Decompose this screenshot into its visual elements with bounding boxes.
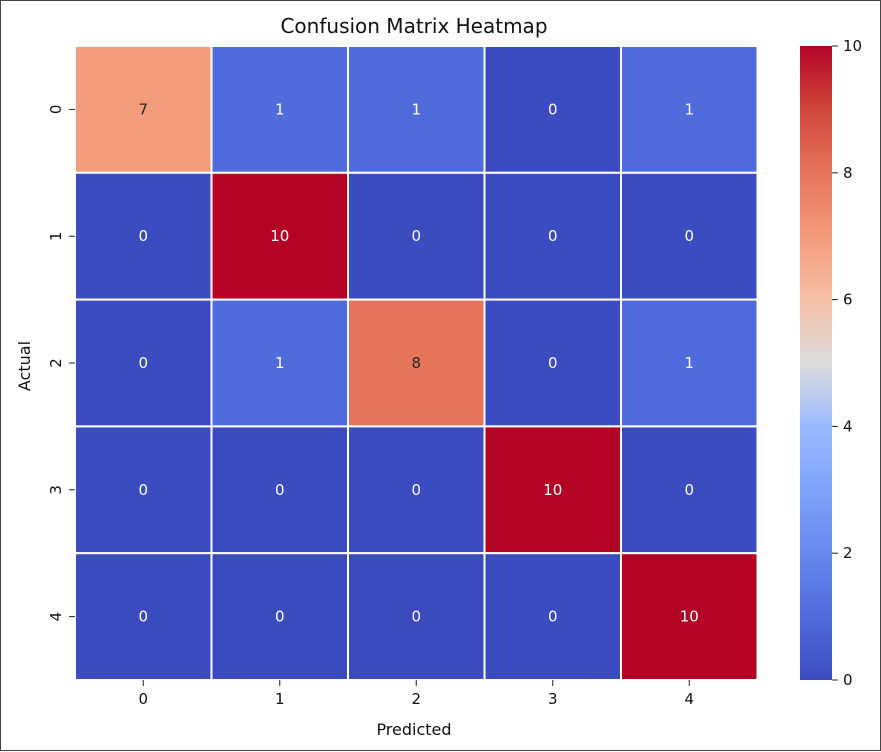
cell-value-label: 0 [411,227,421,245]
cell-value-label: 0 [138,354,148,372]
colorbar-tick-label: 6 [843,291,853,309]
y-axis-label: Actual [15,341,34,391]
colorbar-tick-label: 0 [843,671,853,689]
cell-value-label: 0 [411,481,421,499]
heatmap-cell [347,171,486,301]
x-tick-label: 1 [275,690,285,708]
heatmap-cell [210,298,349,428]
cell-value-label: 0 [548,354,558,372]
heatmap-cell [620,171,759,301]
cell-value-label: 0 [138,227,148,245]
cell-value-label: 1 [684,100,694,118]
heatmap-cell [347,425,486,555]
cell-value-label: 10 [680,608,699,626]
cell-value-label: 0 [548,100,558,118]
cell-value-label: 0 [138,608,148,626]
cell-value-label: 1 [275,354,285,372]
heatmap-cell [483,45,622,174]
cell-value-label: 0 [138,481,148,499]
heatmap-cell [620,552,759,682]
y-tick-label: 1 [47,231,65,241]
heatmap-cell [483,425,622,555]
x-tick-label: 0 [138,690,148,708]
heatmap-cell [620,425,759,555]
y-tick-label: 2 [47,358,65,368]
cell-value-label: 10 [543,481,562,499]
heatmap-cell [74,45,213,174]
cell-value-label: 10 [270,227,289,245]
x-tick-label: 2 [411,690,421,708]
chart-title: Confusion Matrix Heatmap [280,14,547,38]
cell-value-label: 0 [411,608,421,626]
heatmap-cell [347,45,486,174]
colorbar-ticks: 0 2 4 6 8 10 [832,37,862,689]
colorbar-tick-label: 8 [843,164,853,182]
cell-value-label: 1 [275,100,285,118]
cell-value-label: 0 [275,481,285,499]
heatmap-cell [347,552,486,682]
cell-value-label: 1 [684,354,694,372]
cell-value-label: 0 [275,608,285,626]
cell-value-label: 0 [548,608,558,626]
cell-value-label: 0 [548,227,558,245]
heatmap-cell [210,552,349,682]
x-tick-label: 3 [548,690,558,708]
x-axis-ticks: 0 1 2 3 4 [138,680,694,708]
heatmap-cell [74,552,213,682]
cell-value-label: 1 [411,100,421,118]
cell-value-label: 0 [684,481,694,499]
colorbar-tick-label: 10 [843,37,862,55]
colorbar-tick-label: 4 [843,417,853,435]
y-tick-label: 4 [47,612,65,622]
x-tick-label: 4 [684,690,694,708]
heatmap-cell [210,45,349,174]
heatmap-cell [483,298,622,428]
y-tick-label: 0 [47,105,65,115]
cell-value-label: 8 [411,354,421,372]
x-axis-label: Predicted [376,720,451,739]
cell-value-label: 7 [138,100,148,118]
colorbar [800,46,832,680]
colorbar-tick-label: 2 [843,544,853,562]
heatmap-cells: 7 1 1 0 10 10 0 0 00 1 8 0 10 0 0 10 00 0 0 0 10 [74,45,759,682]
y-tick-label: 3 [47,485,65,495]
y-axis-ticks: 0 1 2 3 4 [47,105,75,622]
heatmap-cell [210,425,349,555]
cell-value-label: 0 [684,227,694,245]
heatmap-cell [620,298,759,428]
